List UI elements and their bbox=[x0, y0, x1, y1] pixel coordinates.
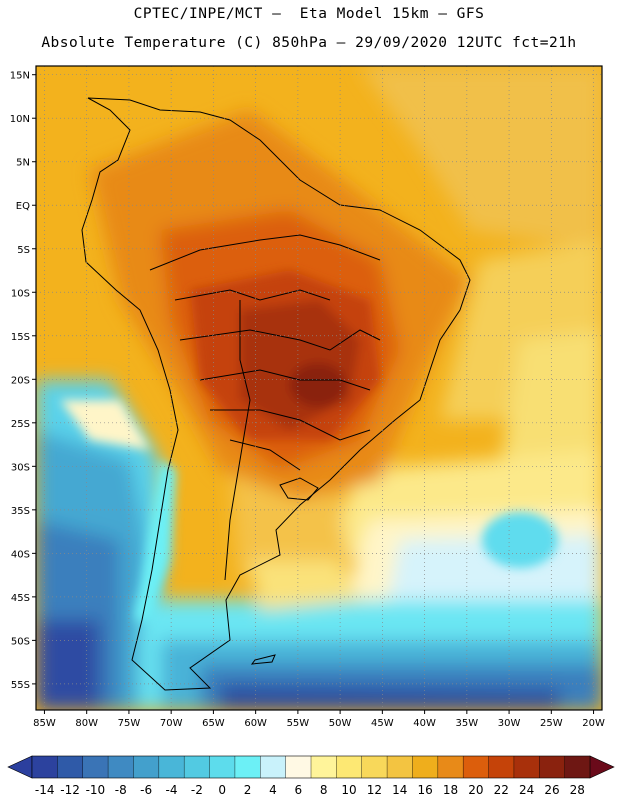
map-subtitle: Absolute Temperature (C) 850hPa – 29/09/… bbox=[41, 35, 577, 51]
colorbar-below-arrow bbox=[7, 755, 33, 779]
lat-tick-label: 10N bbox=[10, 114, 30, 125]
colorbar-swatch bbox=[285, 756, 312, 778]
colorbar-swatch bbox=[32, 756, 58, 778]
colorbar-label: 14 bbox=[392, 783, 407, 797]
colorbar-label: 24 bbox=[519, 783, 534, 797]
colorbar-swatch bbox=[209, 756, 236, 778]
lat-tick-label: 15N bbox=[10, 71, 30, 82]
colorbar-label: 20 bbox=[468, 783, 483, 797]
colorbar-label: -14 bbox=[35, 783, 55, 797]
lat-tick-label: 40S bbox=[11, 549, 30, 560]
colorbar-swatch bbox=[513, 756, 540, 778]
colorbar-label: -6 bbox=[140, 783, 152, 797]
map-frame bbox=[35, 65, 603, 711]
lon-tick-label: 45W bbox=[371, 718, 394, 729]
colorbar-label: -2 bbox=[191, 783, 203, 797]
coastlines bbox=[81, 97, 471, 691]
lat-tick-label: 30S bbox=[11, 462, 30, 473]
lon-tick-label: 20W bbox=[582, 718, 605, 729]
lat-tick-label: 20S bbox=[11, 375, 30, 386]
lon-tick-label: 85W bbox=[33, 718, 56, 729]
colorbar-swatch bbox=[184, 756, 210, 778]
lat-tick-label: 5N bbox=[16, 158, 30, 169]
colorbar-swatch bbox=[437, 756, 464, 778]
colorbar-swatch bbox=[108, 756, 134, 778]
colorbar-label: -4 bbox=[166, 783, 178, 797]
colorbar-swatch bbox=[234, 756, 261, 778]
lon-tick-label: 80W bbox=[75, 718, 98, 729]
colorbar-swatch bbox=[82, 756, 109, 778]
colorbar-label: 28 bbox=[570, 783, 585, 797]
colorbar-swatch bbox=[158, 756, 185, 778]
colorbar-swatch bbox=[412, 756, 439, 778]
lon-tick-label: 35W bbox=[456, 718, 479, 729]
lat-tick-label: 10S bbox=[11, 288, 30, 299]
colorbar: -14 -12 -10 -8 -6 -4 -2 0 2 4 6 8 10 12 14 16 18 20 22 24 26… bbox=[7, 755, 615, 797]
lat-tick-label: 35S bbox=[11, 506, 30, 517]
colorbar-label: 8 bbox=[320, 783, 328, 797]
colorbar-swatch bbox=[539, 756, 565, 778]
lat-lon-grid bbox=[36, 66, 602, 710]
map-title: CPTEC/INPE/MCT – Eta Model 15km – GFS bbox=[133, 6, 485, 22]
lon-tick-label: 25W bbox=[540, 718, 563, 729]
lon-tick-label: 50W bbox=[329, 718, 352, 729]
colorbar-swatch bbox=[361, 756, 388, 778]
colorbar-swatch bbox=[463, 756, 489, 778]
colorbar-label: 0 bbox=[218, 783, 226, 797]
longitude-tick-labels: 85W 80W 75W 70W 65W 60W 55W 50W 45W 40W 35W 30W 25W 2… bbox=[33, 710, 605, 729]
colorbar-swatch bbox=[57, 756, 84, 778]
lon-tick-label: 65W bbox=[202, 718, 225, 729]
lat-tick-label: 25S bbox=[11, 419, 30, 430]
colorbar-label: -8 bbox=[115, 783, 127, 797]
colorbar-above-arrow bbox=[589, 755, 615, 779]
colorbar-label: -12 bbox=[60, 783, 80, 797]
colorbar-label: 6 bbox=[294, 783, 302, 797]
colorbar-swatch bbox=[260, 756, 286, 778]
lon-tick-label: 60W bbox=[244, 718, 267, 729]
latitude-tick-labels: 15N 10N 5N EQ 5S 10S 15S 20S 25S 30S 35S 40S 45S 50S 5… bbox=[10, 71, 36, 691]
colorbar-label: 16 bbox=[417, 783, 432, 797]
lat-tick-label: 50S bbox=[11, 636, 30, 647]
lat-tick-label: 45S bbox=[11, 593, 30, 604]
lon-tick-label: 40W bbox=[413, 718, 436, 729]
colorbar-swatch bbox=[387, 756, 413, 778]
lon-tick-label: 70W bbox=[160, 718, 183, 729]
colorbar-label: 10 bbox=[341, 783, 356, 797]
lat-tick-label: 5S bbox=[17, 245, 30, 256]
colorbar-label: 2 bbox=[244, 783, 252, 797]
lat-tick-label: 55S bbox=[11, 680, 30, 691]
colorbar-label: -10 bbox=[86, 783, 106, 797]
colorbar-swatch bbox=[336, 756, 363, 778]
lat-tick-label: 15S bbox=[11, 332, 30, 343]
colorbar-swatch bbox=[311, 756, 337, 778]
colorbar-swatch bbox=[488, 756, 515, 778]
colorbar-swatch bbox=[564, 756, 591, 778]
lon-tick-label: 30W bbox=[498, 718, 521, 729]
colorbar-label: 18 bbox=[443, 783, 458, 797]
lat-tick-label: EQ bbox=[16, 201, 30, 212]
colorbar-swatch bbox=[133, 756, 160, 778]
colorbar-label: 22 bbox=[494, 783, 509, 797]
temperature-field bbox=[36, 66, 602, 710]
colorbar-label: 4 bbox=[269, 783, 277, 797]
lon-tick-label: 55W bbox=[287, 718, 310, 729]
colorbar-label: 12 bbox=[367, 783, 382, 797]
lon-tick-label: 75W bbox=[118, 718, 141, 729]
colorbar-label: 26 bbox=[544, 783, 559, 797]
